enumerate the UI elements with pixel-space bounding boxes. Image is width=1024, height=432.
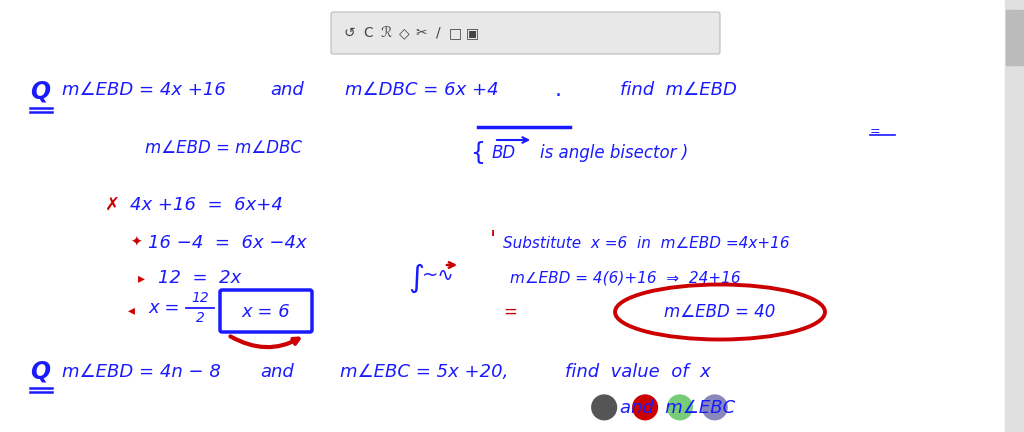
Text: x = 6: x = 6 <box>242 303 291 321</box>
Text: find  m∠EBD: find m∠EBD <box>620 81 737 99</box>
Text: 12  =  2x: 12 = 2x <box>158 269 242 287</box>
Text: ▣: ▣ <box>466 26 478 40</box>
Text: ℛ: ℛ <box>381 26 391 40</box>
Text: ◇: ◇ <box>398 26 410 40</box>
Text: m∠EBD = 4x +16: m∠EBD = 4x +16 <box>62 81 226 99</box>
Text: x =: x = <box>148 299 179 317</box>
Text: ∫: ∫ <box>408 264 424 292</box>
Text: 16 −4  =  6x −4x: 16 −4 = 6x −4x <box>148 234 306 252</box>
Text: Q: Q <box>30 80 50 104</box>
Text: C: C <box>364 26 373 40</box>
Circle shape <box>702 395 727 420</box>
FancyBboxPatch shape <box>220 290 312 332</box>
Text: ': ' <box>490 230 496 250</box>
Text: {: { <box>470 141 485 165</box>
Text: ✂: ✂ <box>415 26 427 40</box>
Text: BD: BD <box>492 144 516 162</box>
Text: m∠DBC = 6x +4: m∠DBC = 6x +4 <box>345 81 499 99</box>
Text: 2: 2 <box>196 311 205 325</box>
Text: and: and <box>260 363 294 381</box>
Circle shape <box>633 395 657 420</box>
Text: Substitute  x =6  in  m∠EBD =4x+16: Substitute x =6 in m∠EBD =4x+16 <box>503 235 790 251</box>
Text: =: = <box>870 126 881 139</box>
Bar <box>1005 0 1024 432</box>
Text: 4x +16  =  6x+4: 4x +16 = 6x+4 <box>130 196 283 214</box>
Text: ↺: ↺ <box>343 26 354 40</box>
Text: m∠EBD = m∠DBC: m∠EBD = m∠DBC <box>145 139 302 157</box>
Text: find  value  of  x: find value of x <box>565 363 711 381</box>
Text: ~∿: ~∿ <box>422 266 455 285</box>
Bar <box>1006 10 1023 65</box>
Ellipse shape <box>615 285 825 340</box>
Text: Q: Q <box>30 360 50 384</box>
Text: m∠EBD = 40: m∠EBD = 40 <box>665 303 776 321</box>
Text: is angle bisector ): is angle bisector ) <box>540 144 688 162</box>
Text: ✗: ✗ <box>105 196 120 214</box>
Text: □: □ <box>449 26 462 40</box>
Circle shape <box>592 395 616 420</box>
FancyBboxPatch shape <box>331 12 720 54</box>
Text: =: = <box>503 303 517 321</box>
Text: and: and <box>270 81 304 99</box>
Text: ▸: ▸ <box>138 271 145 285</box>
Text: /: / <box>435 26 440 40</box>
Text: and  m∠EBC: and m∠EBC <box>620 399 735 417</box>
Text: 12: 12 <box>191 291 209 305</box>
Circle shape <box>668 395 692 420</box>
Text: m∠EBC = 5x +20,: m∠EBC = 5x +20, <box>340 363 508 381</box>
Text: ◂: ◂ <box>128 303 135 317</box>
Text: ✦: ✦ <box>130 236 141 250</box>
Text: m∠EBD = 4(6)+16  ⇒  24+16: m∠EBD = 4(6)+16 ⇒ 24+16 <box>510 270 740 286</box>
Text: m∠EBD = 4n − 8: m∠EBD = 4n − 8 <box>62 363 221 381</box>
Text: .: . <box>555 80 562 100</box>
